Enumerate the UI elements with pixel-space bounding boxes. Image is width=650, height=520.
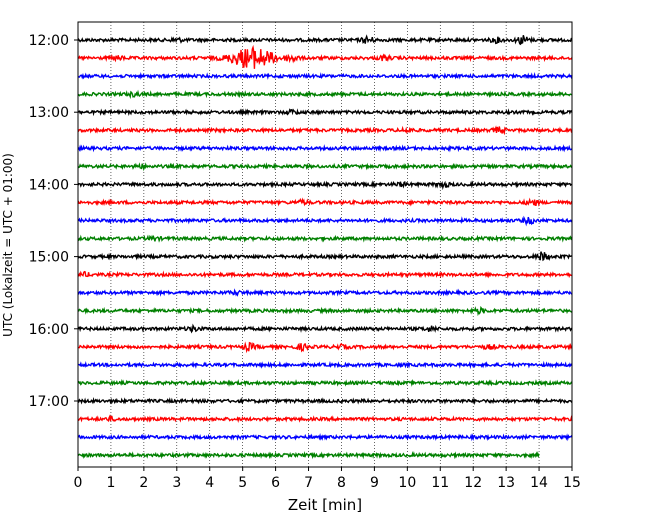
x-tick-label: 0	[74, 475, 83, 491]
trace-1215	[77, 44, 573, 69]
x-tick-label: 15	[563, 475, 581, 491]
y-tick-label: 12:00	[29, 33, 69, 49]
x-tick-label: 14	[530, 475, 548, 491]
trace-1745	[77, 450, 540, 460]
x-tick-label: 1	[106, 475, 115, 491]
trace-1200	[77, 34, 573, 46]
x-tick-label: 8	[337, 475, 346, 491]
x-tick-label: 7	[304, 475, 313, 491]
x-axis-label: Zeit [min]	[288, 496, 362, 514]
x-tick-label: 3	[172, 475, 181, 491]
x-tick-label: 2	[139, 475, 148, 491]
trace-1600	[77, 323, 573, 334]
x-tick-label: 9	[370, 475, 379, 491]
y-tick-label: 15:00	[29, 250, 69, 266]
trace-1700	[77, 396, 573, 406]
x-axis-ticks: 0 1 2 3 4 5 6 7 8 9 10 11 12 13 14 15	[74, 467, 581, 491]
y-tick-label: 14:00	[29, 177, 69, 193]
x-tick-label: 10	[398, 475, 416, 491]
trace-1230	[77, 71, 573, 80]
trace-1245	[77, 89, 573, 100]
y-tick-label: 13:00	[29, 105, 69, 121]
x-tick-label: 12	[464, 475, 482, 491]
trace-1415	[77, 197, 573, 207]
x-tick-label: 4	[205, 475, 214, 491]
trace-1615	[77, 341, 573, 354]
trace-1345	[77, 162, 573, 172]
trace-1315	[77, 125, 573, 136]
trace-1430	[77, 215, 573, 227]
trace-1515	[77, 270, 573, 279]
trace-1500	[77, 251, 573, 262]
trace-1330	[77, 144, 573, 153]
x-tick-label: 13	[497, 475, 515, 491]
trace-1400	[77, 180, 573, 191]
trace-1645	[77, 378, 573, 388]
x-tick-label: 6	[271, 475, 280, 491]
plot-frame	[77, 21, 573, 468]
y-axis-label: UTC (Lokalzeit = UTC + 01:00)	[1, 153, 15, 337]
trace-1545	[77, 305, 573, 317]
x-tick-label: 5	[238, 475, 247, 491]
trace-1530	[77, 288, 573, 297]
trace-1445	[77, 234, 573, 243]
x-tick-label: 11	[431, 475, 449, 491]
trace-1715	[77, 414, 573, 423]
trace-1730	[77, 433, 573, 442]
y-axis-ticks: 12:00 13:00 14:00 15:00 16:00 17:00	[29, 33, 78, 410]
trace-1300	[77, 108, 573, 117]
y-tick-label: 17:00	[29, 394, 69, 410]
vertical-gridlines	[110, 22, 540, 467]
trace-1630	[77, 360, 573, 370]
y-tick-label: 16:00	[29, 322, 69, 338]
seismic-traces	[77, 34, 573, 460]
